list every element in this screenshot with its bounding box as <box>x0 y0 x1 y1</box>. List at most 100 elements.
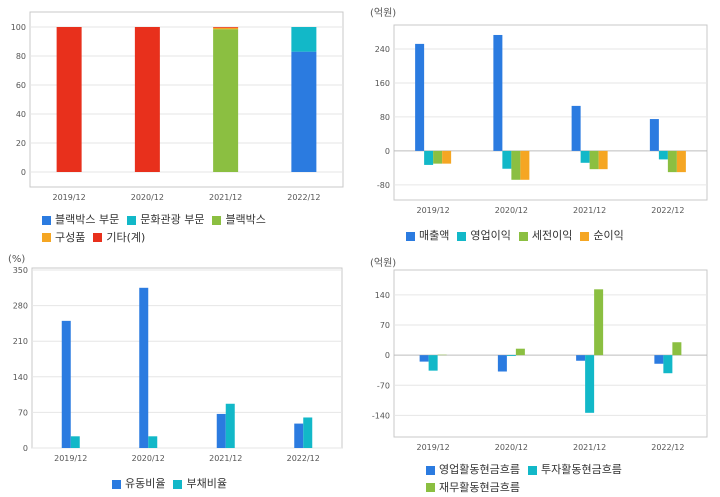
bar <box>291 27 316 52</box>
legend-item: 투자활동현금흐름 <box>528 462 622 478</box>
legend-row: 블랙박스 부문 문화관광 부문 블랙박스 <box>42 212 342 230</box>
x-tick-label: 2022/12 <box>651 206 684 215</box>
legend-label: 재무활동현금흐름 <box>439 480 520 496</box>
x-tick-label: 2020/12 <box>495 443 528 452</box>
bar <box>672 342 681 355</box>
legend-row: 재무활동현금흐름 <box>426 480 716 497</box>
x-tick-label: 2019/12 <box>53 193 86 202</box>
bar <box>303 417 312 448</box>
y-tick-label: 100 <box>11 23 26 32</box>
bar <box>213 27 238 28</box>
bar <box>57 27 82 172</box>
legend-row: 유동비율 부채비율 <box>112 476 312 494</box>
bar <box>498 355 507 371</box>
x-tick-label: 2019/12 <box>417 443 450 452</box>
bar <box>291 52 316 172</box>
plot-frame <box>32 268 342 448</box>
bar <box>226 404 235 448</box>
legend-swatch <box>580 232 589 241</box>
bar <box>677 151 686 172</box>
bar <box>442 151 451 164</box>
legend-item: 블랙박스 <box>212 212 265 228</box>
bar <box>663 355 672 373</box>
income-legend: 매출액 영업이익 세전이익 순이익 <box>406 228 706 246</box>
legend-label: 매출액 <box>419 228 449 244</box>
bar <box>294 424 303 448</box>
bar <box>493 35 502 151</box>
y-tick-label: 70 <box>18 408 28 417</box>
bar <box>511 151 520 180</box>
y-tick-label: 80 <box>380 113 390 122</box>
x-tick-label: 2020/12 <box>495 206 528 215</box>
x-tick-label: 2020/12 <box>131 193 164 202</box>
y-tick-label: 0 <box>385 147 390 156</box>
bar <box>213 28 238 29</box>
bar <box>576 355 585 361</box>
y-tick-label: -70 <box>377 381 390 390</box>
bar <box>585 355 594 413</box>
y-tick-label: -140 <box>372 411 390 420</box>
legend-label: 문화관광 부문 <box>140 212 204 228</box>
y-tick-label: 350 <box>13 266 28 275</box>
legend-item: 영업이익 <box>457 228 510 244</box>
y-tick-label: 160 <box>375 79 390 88</box>
y-tick-label: 140 <box>375 291 390 300</box>
legend-item: 순이익 <box>580 228 623 244</box>
x-tick-label: 2020/12 <box>132 454 165 463</box>
ratio-legend: 유동비율 부채비율 <box>112 476 312 494</box>
bar <box>599 151 608 169</box>
plot-frame <box>394 25 707 200</box>
bar <box>213 29 238 172</box>
legend-item: 재무활동현금흐름 <box>426 480 520 496</box>
legend-label: 부채비율 <box>186 476 226 492</box>
x-tick-label: 2021/12 <box>209 454 242 463</box>
legend-swatch <box>173 480 182 489</box>
y-tick-label: 210 <box>13 337 28 346</box>
x-tick-label: 2022/12 <box>287 454 320 463</box>
legend-item: 블랙박스 부문 <box>42 212 119 228</box>
legend-swatch <box>112 480 121 489</box>
bar <box>516 349 525 355</box>
legend-swatch <box>528 466 537 475</box>
legend-item: 세전이익 <box>519 228 572 244</box>
bar <box>433 151 442 164</box>
bar <box>71 436 80 448</box>
y-tick-label: 20 <box>16 139 26 148</box>
legend-label: 기타(계) <box>106 230 145 246</box>
bar <box>135 27 160 172</box>
legend-label: 순이익 <box>593 228 623 244</box>
legend-swatch <box>42 216 51 225</box>
legend-label: 세전이익 <box>532 228 572 244</box>
legend-swatch <box>42 233 51 242</box>
legend-swatch <box>212 216 221 225</box>
x-tick-label: 2019/12 <box>417 206 450 215</box>
bar <box>424 151 433 165</box>
bar <box>581 151 590 163</box>
legend-label: 블랙박스 부문 <box>55 212 119 228</box>
bar <box>590 151 599 169</box>
bar <box>507 355 516 356</box>
legend-item: 매출액 <box>406 228 449 244</box>
legend-label: 투자활동현금흐름 <box>541 462 622 478</box>
y-tick-label: 80 <box>16 52 26 61</box>
legend-item: 문화관광 부문 <box>127 212 204 228</box>
bar <box>659 151 668 159</box>
bar <box>415 44 424 151</box>
x-tick-label: 2022/12 <box>287 193 320 202</box>
legend-label: 영업이익 <box>470 228 510 244</box>
legend-label: 유동비율 <box>125 476 165 492</box>
legend-item: 기타(계) <box>93 230 145 246</box>
y-tick-label: 70 <box>380 321 390 330</box>
legend-swatch <box>426 466 435 475</box>
x-tick-label: 2021/12 <box>209 193 242 202</box>
